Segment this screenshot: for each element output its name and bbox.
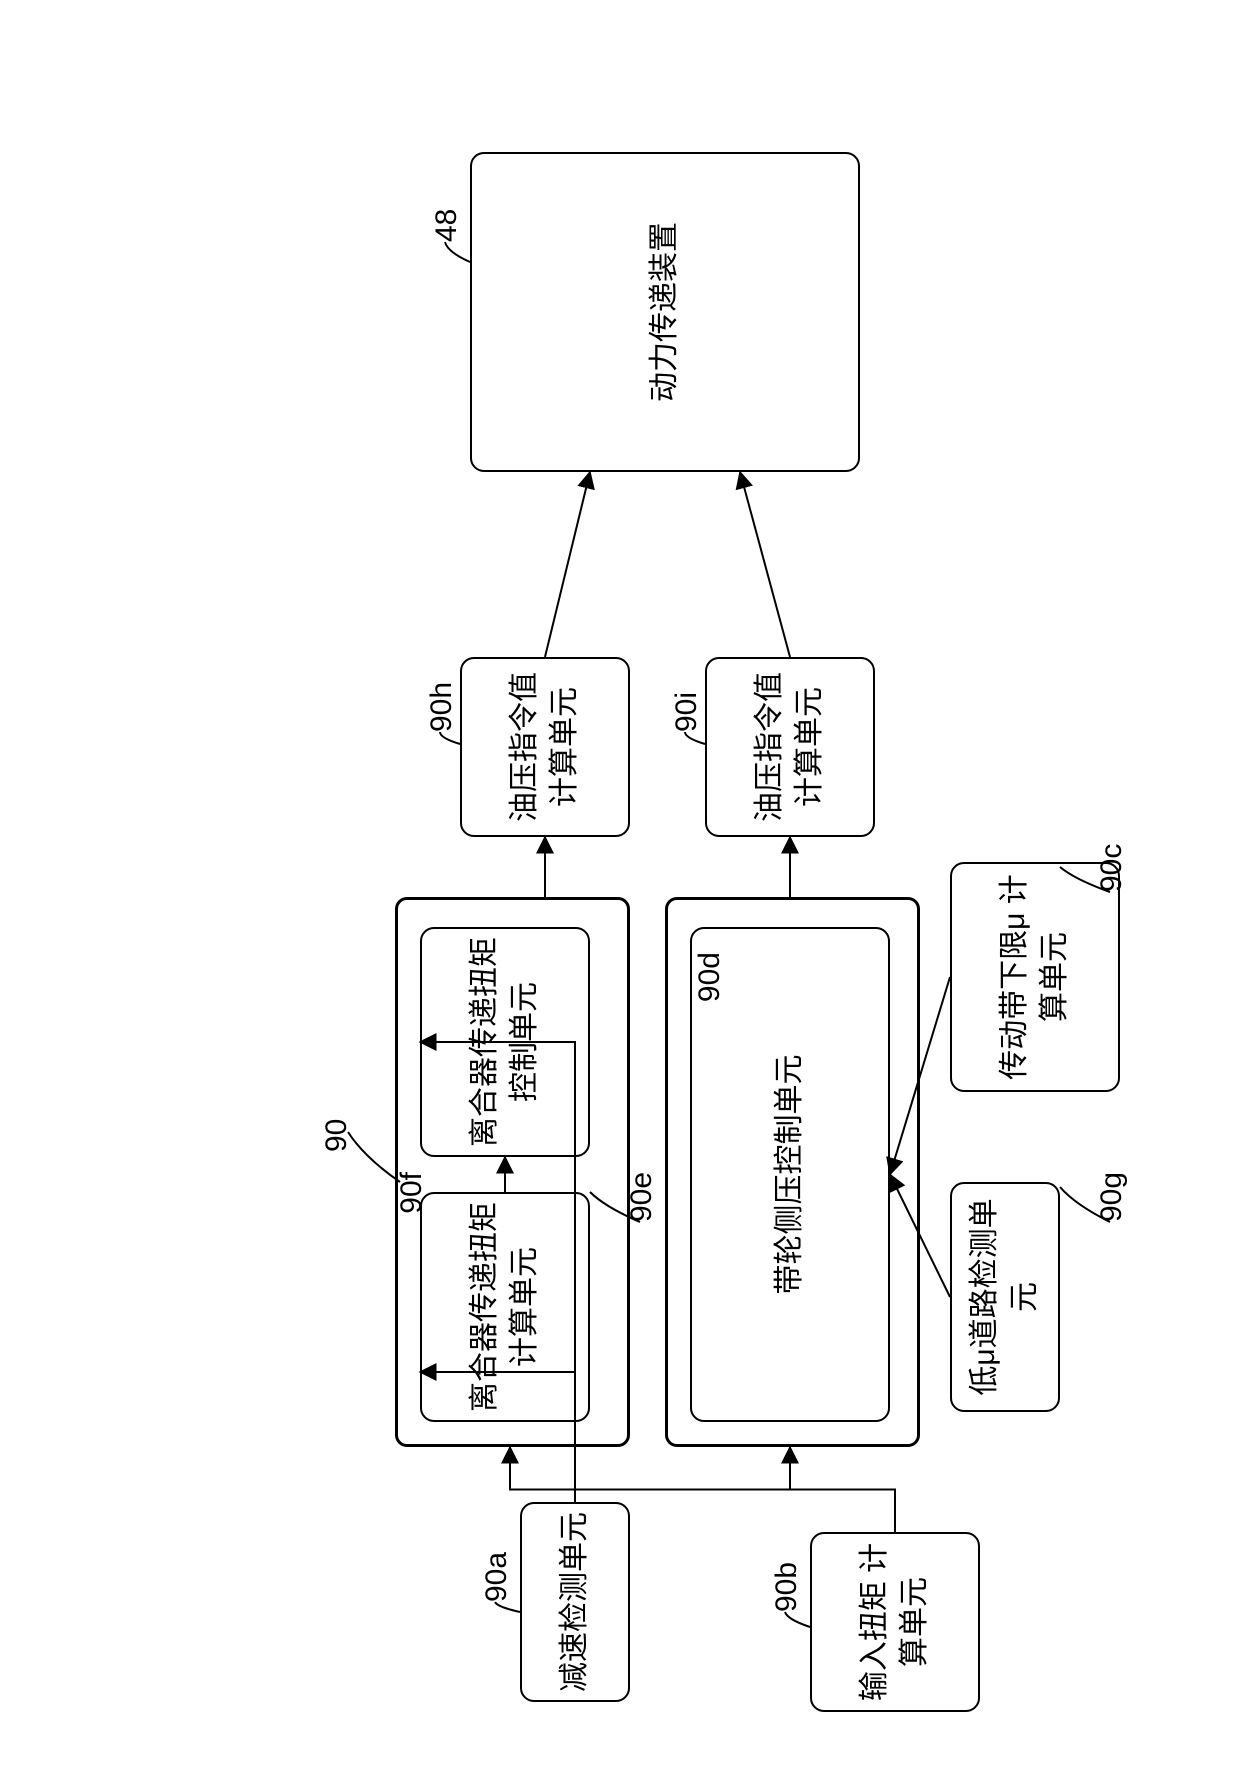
- lead-line-l90a: [495, 1602, 520, 1612]
- lead-line-l90i: [685, 732, 705, 744]
- arrow-b90a-b90f: [420, 1042, 575, 1502]
- ref-label-l90g: 90g: [1095, 1171, 1129, 1221]
- lead-line-l90b: [785, 1612, 810, 1627]
- ref-label-text: 90h: [425, 681, 458, 731]
- ref-label-l48: 48: [430, 208, 464, 241]
- ref-label-text: 90b: [770, 1561, 803, 1611]
- lead-line-l90: [348, 1132, 400, 1182]
- arrows-layer: [170, 42, 1070, 1742]
- ref-label-text: 90g: [1095, 1171, 1128, 1221]
- ref-label-l90e: 90e: [625, 1171, 659, 1221]
- ref-label-l90a: 90a: [480, 1551, 514, 1601]
- ref-label-l90i: 90i: [670, 691, 704, 731]
- ref-label-l90c: 90c: [1095, 843, 1129, 891]
- lead-line-l90h: [440, 732, 460, 744]
- ref-label-text: 90c: [1095, 843, 1128, 891]
- ref-label-l90: 90: [320, 1118, 354, 1151]
- lead-line-l48: [445, 242, 470, 262]
- arrow-b90c-b90d: [890, 977, 950, 1175]
- ref-label-l90f: 90f: [395, 1172, 429, 1214]
- ref-label-l90d: 90d: [693, 952, 727, 1002]
- arrow-b90g-b90d: [890, 1174, 950, 1297]
- ref-label-text: 90f: [395, 1172, 428, 1214]
- ref-label-text: 48: [430, 208, 463, 241]
- ref-label-text: 90a: [480, 1551, 513, 1601]
- ref-label-text: 90: [320, 1118, 353, 1151]
- arrow-b90b-g90d: [790, 1447, 895, 1532]
- ref-label-l90b: 90b: [770, 1561, 804, 1611]
- ref-label-l90h: 90h: [425, 681, 459, 731]
- arrow-b90i-b48: [740, 472, 790, 657]
- ref-label-text: 90e: [625, 1171, 658, 1221]
- arrow-b90a-b90e: [420, 1372, 575, 1502]
- ref-label-text: 90d: [693, 952, 726, 1002]
- arrow-b90h-b48: [545, 472, 590, 657]
- ref-label-text: 90i: [670, 691, 703, 731]
- diagram-stage: 减速检测单元输入扭矩 计算单元离合器传递扭矩 计算单元离合器传递扭矩 控制单元带…: [170, 42, 1070, 1742]
